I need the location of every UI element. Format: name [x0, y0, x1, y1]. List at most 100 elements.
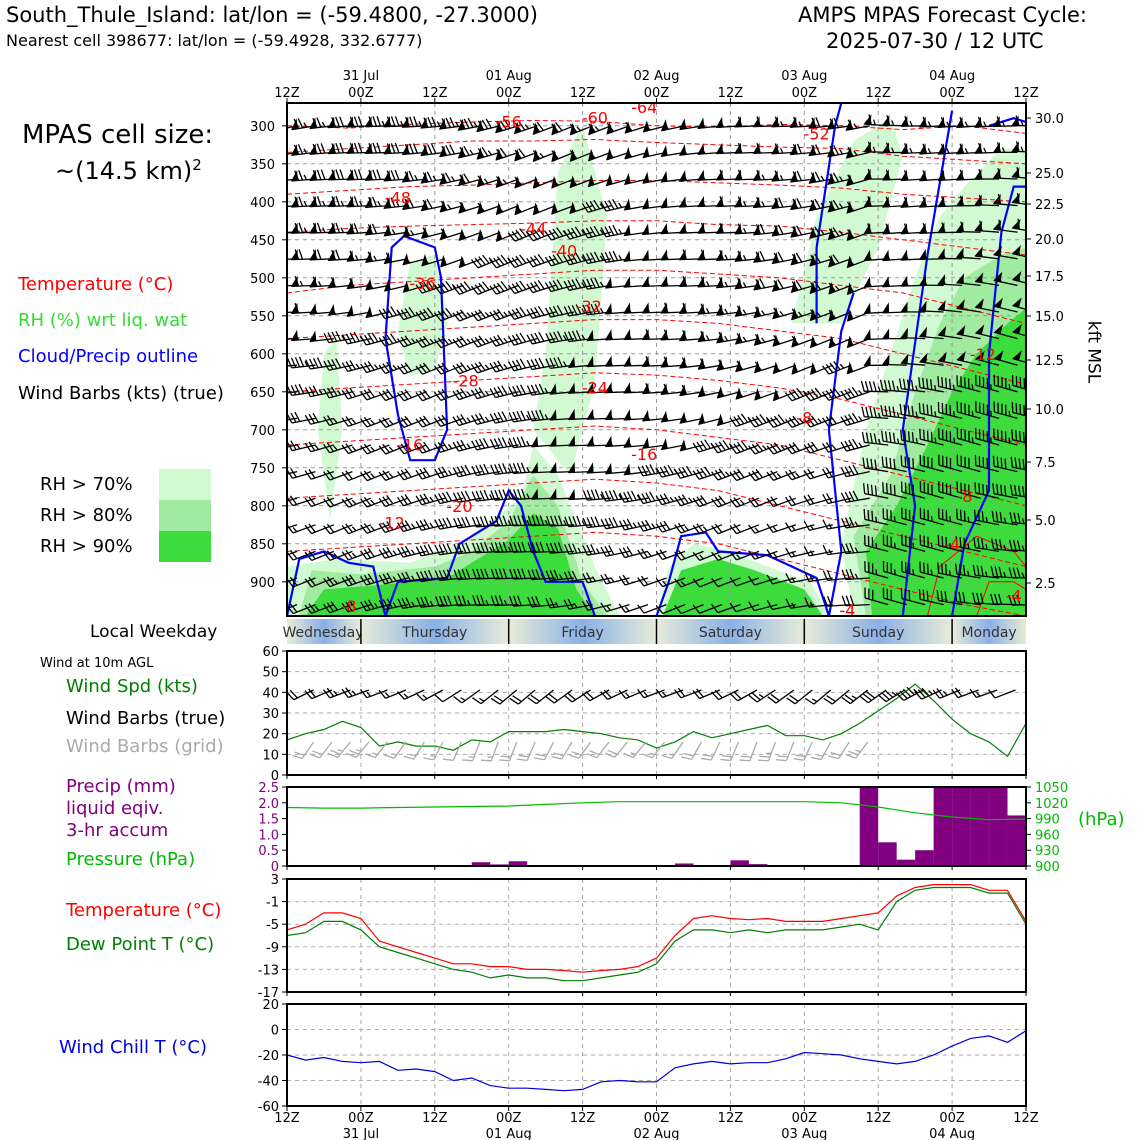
pressure-tick-label: 750: [250, 462, 275, 477]
cross-section-wind-barb: [674, 550, 704, 561]
wind-barb-grid: [642, 741, 666, 759]
cross-section-wind-barb: [840, 464, 870, 478]
cross-section-wind-barb: [771, 224, 796, 237]
y-tick-label: 30: [262, 707, 279, 722]
cross-section-wind-barb: [341, 443, 372, 455]
cross-section-wind-barb: [753, 333, 778, 346]
precip-bar: [878, 842, 897, 866]
cross-section-wind-barb: [508, 358, 538, 372]
y-tick-label: -20: [258, 1049, 279, 1064]
cross-section-wind-barb: [360, 470, 390, 482]
wind-barb-grid: [423, 741, 444, 761]
cross-section-wind-barb: [974, 142, 1000, 154]
cross-section-wind-barb: [637, 491, 667, 505]
cross-section-wind-barb: [771, 251, 796, 265]
precip-bar: [508, 861, 528, 866]
temperature-panel-label: Temperature (°C): [66, 900, 222, 921]
cross-section-wind-barb: [551, 202, 575, 215]
cross-section-wind-barb: [489, 360, 519, 373]
windchill-panel-label: Wind Chill T (°C): [59, 1037, 207, 1058]
cross-section-wind-barb: [863, 141, 889, 154]
pressure-unit-label: (hPa): [1078, 809, 1125, 830]
pressure-tick-label: 650: [250, 386, 275, 401]
cross-section-wind-barb: [323, 523, 353, 535]
cross-section-wind-barb: [383, 279, 409, 292]
cross-section-wind-barb: [972, 564, 1000, 579]
y-tick-label: 20: [262, 728, 279, 743]
cross-section-wind-barb: [527, 515, 556, 527]
cross-section-wind-barb: [545, 569, 575, 582]
cross-section-wind-barb: [600, 199, 630, 212]
cross-section-wind-barb: [919, 561, 944, 579]
cross-section-wind-barb: [698, 412, 723, 425]
weekday-segment: [952, 619, 1026, 644]
cross-section-wind-barb: [993, 297, 1018, 313]
cross-section-wind-barb: [679, 384, 704, 397]
wind-barb-grid: [681, 741, 703, 760]
cross-section-wind-barb: [993, 428, 1018, 446]
cross-section-wind-barb: [919, 428, 944, 446]
cross-section-wind-barb: [563, 278, 593, 291]
weekday-label: Friday: [561, 625, 603, 641]
top-hour-label: 00Z: [792, 86, 818, 101]
cross-section-wind-barb: [955, 221, 981, 233]
wind-barb-true: [951, 687, 979, 699]
weekday-label: Sunday: [852, 625, 904, 641]
cross-section-wind-barb: [862, 457, 889, 473]
cloud-outline: [287, 103, 1026, 616]
nearest-cell: Nearest cell 398677: lat/lon = (-59.4928…: [6, 31, 423, 50]
cross-section-wind-barb: [415, 307, 446, 321]
cross-section-wind-barb: [881, 328, 907, 340]
wind-barb-grid: [462, 741, 481, 762]
cross-section-wind-barb: [918, 300, 944, 313]
cross-section-wind-barb: [771, 197, 796, 209]
bottom-date-label: 04 Aug: [929, 1127, 975, 1140]
cross-section-wind-barb: [752, 223, 778, 236]
cross-section-wind-barb: [753, 305, 778, 319]
temperature-contour-label: -48: [385, 188, 411, 207]
temperature-contour-label: -64: [631, 98, 657, 117]
cross-section-wind-barb: [734, 332, 760, 345]
wind-barb-true: [545, 689, 573, 704]
temperature-contour-label: -36: [409, 274, 435, 293]
wind-barb-true: [434, 689, 462, 703]
cross-section-wind-barb: [495, 147, 519, 161]
cross-section-wind-barb: [771, 170, 796, 182]
cross-section-wind-barb: [993, 324, 1018, 340]
cross-section-wind-barb: [397, 520, 427, 533]
cross-section-wind-barb: [863, 168, 889, 180]
cross-section-wind-barb: [290, 302, 316, 314]
cross-section-wind-barb: [569, 122, 593, 136]
cross-section-wind-barb: [822, 519, 852, 530]
bottom-date-label: 02 Aug: [633, 1127, 679, 1140]
wind-barb-true: [490, 689, 518, 705]
temperature-contour-label: -60: [582, 109, 608, 128]
cross-section-wind-barb: [396, 335, 427, 348]
cross-section-wind-barb: [674, 522, 704, 534]
cross-section-wind-barb: [803, 546, 833, 557]
cross-section-wind-barb: [674, 494, 704, 507]
cross-section-wind-barb: [899, 403, 926, 420]
cross-section-wind-barb: [489, 437, 519, 450]
cross-section-wind-barb: [327, 142, 353, 155]
cross-section-wind-barb: [378, 361, 409, 374]
cross-section-wind-barb: [290, 275, 316, 287]
wind-barb-true: [859, 689, 887, 704]
cross-section-wind-barb: [287, 550, 298, 561]
cross-section-wind-barb: [772, 334, 797, 347]
cross-section-wind-barb: [919, 352, 944, 366]
cross-section-wind-barb: [1011, 115, 1026, 127]
cross-section-wind-barb: [748, 442, 778, 455]
cross-section-wind-barb: [919, 507, 944, 526]
temperature-contour-label: -4: [839, 601, 855, 620]
cross-section-wind-barb: [938, 454, 963, 473]
cross-section-wind-barb: [618, 546, 649, 559]
precip-bar: [933, 787, 953, 866]
cross-section-wind-barb: [287, 383, 316, 397]
cross-section-wind-barb: [600, 489, 630, 502]
cross-section-wind-barb: [507, 280, 538, 295]
cross-section-wind-barb: [881, 456, 907, 473]
cross-section-wind-barb: [433, 280, 464, 295]
cross-section-wind-barb: [567, 488, 593, 501]
